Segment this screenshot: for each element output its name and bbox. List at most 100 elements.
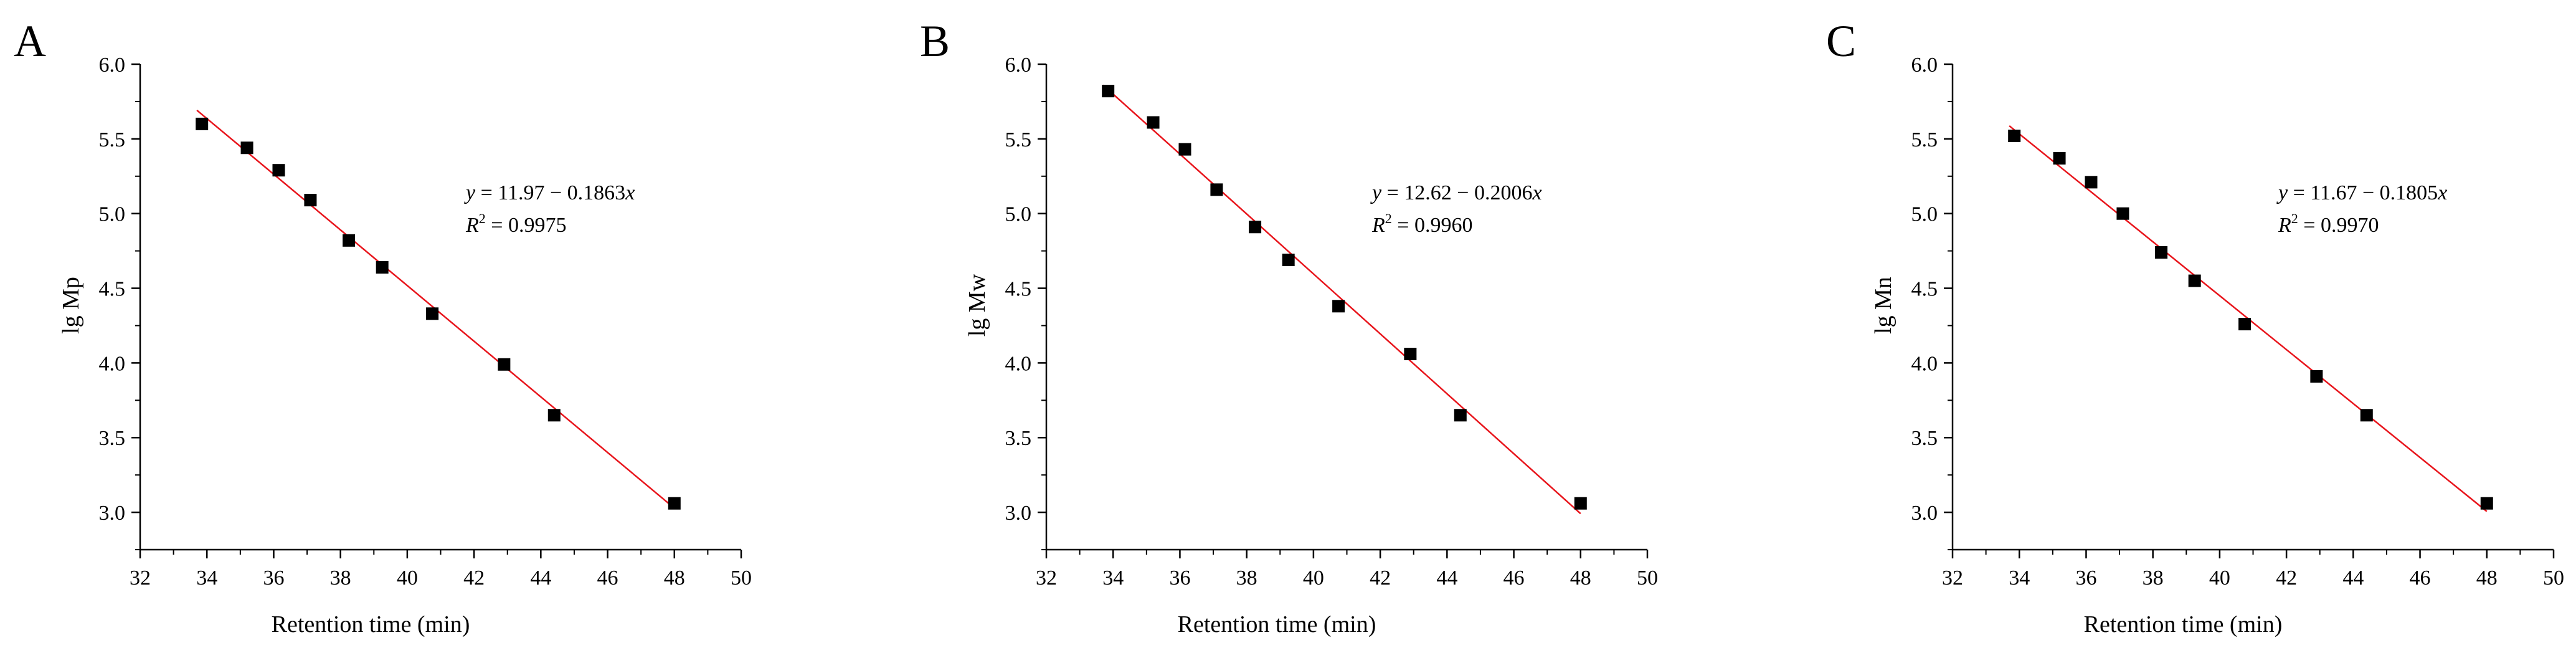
x-tick-label-a: 32: [130, 566, 151, 590]
y-tick-label-a: 6.0: [99, 54, 126, 77]
eq-x-var-a: x: [625, 181, 635, 204]
x-tick-label-b: 40: [1303, 566, 1324, 590]
x-axis-label-c: Retention time (min): [2084, 611, 2283, 638]
x-tick-label-c: 50: [2543, 566, 2564, 590]
y-axis-label-c: lg Mn: [1870, 277, 1896, 334]
eq-r-var-c: R: [2278, 214, 2291, 237]
eq-y-var-c: y: [2276, 181, 2288, 204]
eq-r-var-a: R: [465, 214, 479, 237]
data-point-a: [498, 358, 511, 371]
y-tick-label-b: 4.0: [1005, 352, 1032, 375]
x-tick-label-b: 34: [1102, 566, 1124, 590]
data-point-c: [2360, 409, 2373, 422]
eq-x-var-c: x: [2437, 181, 2447, 204]
y-tick-label-a: 3.0: [99, 502, 126, 525]
eq-r-exp-b: 2: [1385, 211, 1392, 226]
data-point-a: [426, 307, 439, 320]
y-tick-label-b: 3.5: [1005, 427, 1032, 450]
data-point-a: [547, 409, 561, 422]
data-point-c: [2310, 370, 2323, 383]
x-tick-label-a: 36: [263, 566, 284, 590]
panel-letter-b: B: [920, 16, 950, 66]
x-tick-label-c: 36: [2075, 566, 2096, 590]
data-point-b: [1210, 183, 1223, 196]
y-tick-label-b: 6.0: [1005, 54, 1032, 77]
data-point-a: [272, 164, 285, 177]
data-point-b: [1147, 116, 1160, 129]
y-tick-label-c: 3.0: [1911, 502, 1938, 525]
panel-c: C 32 34 36 38 40 42 44 46 48 50 3.0 3.5 4.0 4.5 5.0 5.5…: [1826, 16, 2564, 638]
x-tick-label-b: 42: [1370, 566, 1391, 590]
x-tick-label-b: 48: [1570, 566, 1591, 590]
fit-equation-c: y = 11.67 − 0.1805x: [2276, 181, 2447, 204]
fit-line-b: [1102, 84, 1581, 515]
data-point-c: [2085, 176, 2098, 189]
equation-a: y = 11.97 − 0.1863x R2 = 0.9975: [464, 181, 635, 237]
eq-r-value-a: = 0.9975: [486, 214, 567, 237]
x-tick-label-c: 48: [2476, 566, 2498, 590]
x-tick-label-b: 50: [1637, 566, 1658, 590]
data-point-b: [1404, 348, 1417, 361]
y-tick-label-c: 4.0: [1911, 352, 1938, 375]
y-tick-label-c: 5.5: [1911, 128, 1938, 151]
x-tick-label-b: 44: [1436, 566, 1457, 590]
data-point-a: [343, 234, 356, 247]
x-tick-label-b: 36: [1169, 566, 1190, 590]
x-axis-label-b: Retention time (min): [1178, 611, 1376, 638]
x-tick-label-c: 40: [2209, 566, 2230, 590]
equation-b: y = 12.62 − 0.2006x R2 = 0.9960: [1370, 181, 1542, 237]
y-tick-label-a: 5.5: [99, 128, 126, 151]
panel-letter-c: C: [1826, 16, 1856, 66]
y-tick-label-b: 5.0: [1005, 203, 1032, 226]
eq-rhs-b: = 12.62 − 0.2006: [1381, 181, 1532, 204]
eq-r-exp-a: 2: [479, 211, 486, 226]
data-point-a: [196, 117, 209, 130]
data-point-a: [376, 260, 389, 274]
x-tick-label-a: 42: [463, 566, 485, 590]
y-axis-label-b: lg Mw: [964, 274, 990, 337]
x-tick-label-c: 44: [2342, 566, 2364, 590]
panel-letter-a: A: [14, 16, 46, 66]
y-tick-label-c: 3.5: [1911, 427, 1938, 450]
data-point-a: [304, 194, 317, 207]
eq-r-value-c: = 0.9970: [2298, 214, 2379, 237]
x-tick-label-b: 46: [1503, 566, 1525, 590]
eq-y-var-b: y: [1370, 181, 1382, 204]
data-point-c: [2238, 318, 2252, 331]
x-tick-label-a: 40: [397, 566, 418, 590]
data-point-b: [1178, 143, 1191, 156]
eq-x-var-b: x: [1532, 181, 1541, 204]
eq-r-exp-c: 2: [2291, 211, 2298, 226]
plot-area-b: 32 34 36 38 40 42 44 46 48 50 3.0 3.5 4.0 4.5 5.0 5.5 6.…: [1005, 54, 1659, 590]
data-point-b: [1574, 497, 1587, 510]
y-tick-label-a: 3.5: [99, 427, 126, 450]
eq-r-var-b: R: [1371, 214, 1385, 237]
data-point-c: [2008, 130, 2021, 143]
x-tick-label-a: 46: [597, 566, 618, 590]
eq-rhs-a: = 11.97 − 0.1863: [475, 181, 625, 204]
y-tick-label-c: 6.0: [1911, 54, 1938, 77]
data-point-c: [2480, 497, 2493, 510]
data-point-a: [240, 141, 253, 155]
y-tick-label-c: 5.0: [1911, 203, 1938, 226]
data-point-b: [1454, 409, 1467, 422]
eq-r-value-b: = 0.9960: [1392, 214, 1473, 237]
y-tick-label-b: 3.0: [1005, 502, 1032, 525]
y-tick-label-b: 5.5: [1005, 128, 1032, 151]
x-tick-label-a: 38: [330, 566, 351, 590]
x-tick-label-b: 32: [1036, 566, 1057, 590]
data-point-c: [2188, 274, 2201, 287]
equation-c: y = 11.67 − 0.1805x R2 = 0.9970: [2276, 181, 2447, 237]
x-axis-label-a: Retention time (min): [272, 611, 470, 638]
data-point-c: [2053, 152, 2066, 165]
r-squared-c: R2 = 0.9970: [2278, 211, 2379, 237]
x-tick-label-c: 46: [2410, 566, 2431, 590]
r-squared-b: R2 = 0.9960: [1371, 211, 1472, 237]
data-point-a: [668, 497, 681, 510]
y-axis-label-a: lg Mp: [58, 277, 84, 334]
y-tick-label-b: 4.5: [1005, 278, 1032, 301]
plot-area-a: 32 34 36 38 40 42 44 46 48 50 3.0 3.5 4.0 4.5 5.0 5.5 6.…: [99, 54, 752, 590]
x-tick-label-c: 32: [1942, 566, 1963, 590]
y-tick-label-c: 4.5: [1911, 278, 1938, 301]
x-tick-label-a: 50: [731, 566, 752, 590]
